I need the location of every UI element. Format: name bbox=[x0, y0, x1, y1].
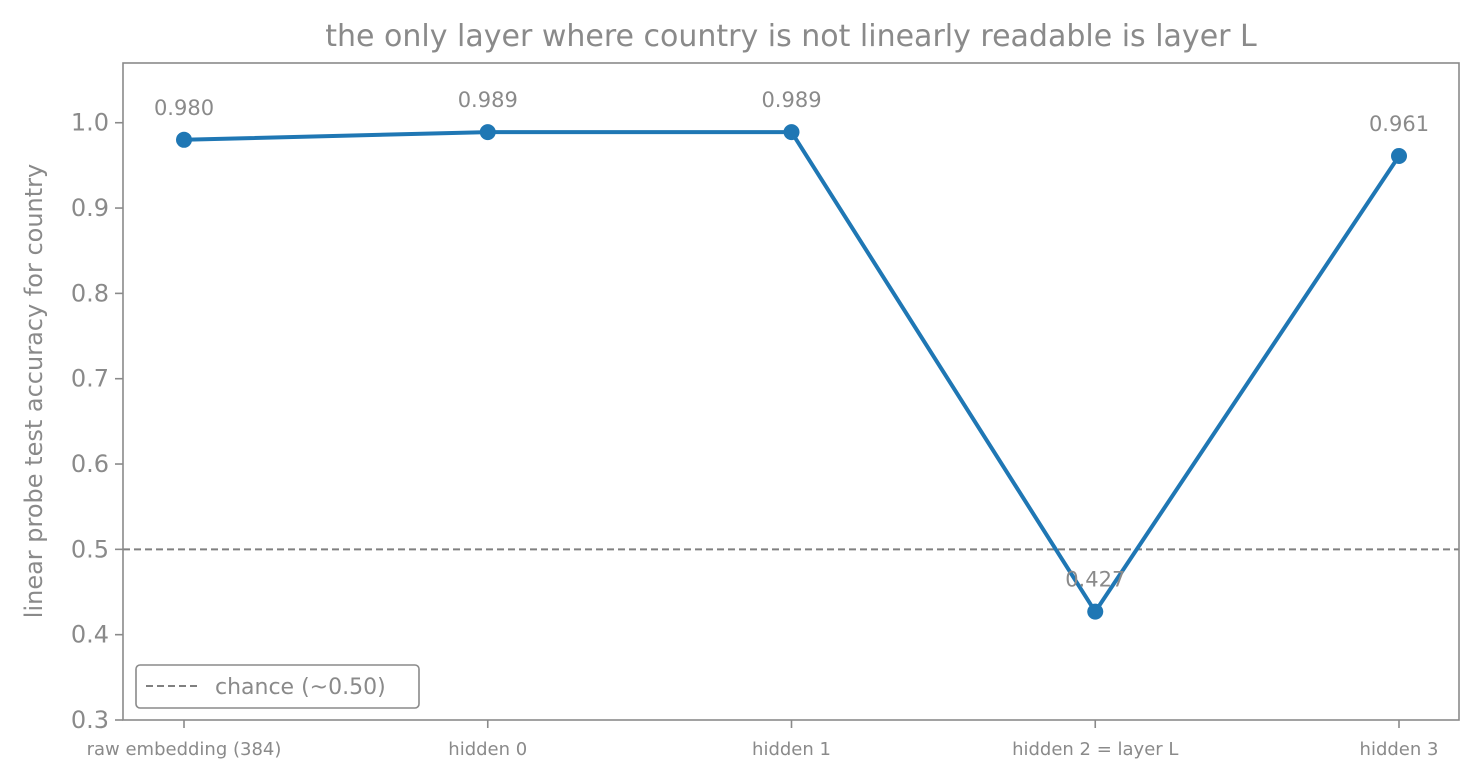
y-axis: 0.3 0.4 0.5 0.6 0.7 0.8 0.9 1.0 bbox=[71, 109, 123, 734]
y-tick-label: 0.6 bbox=[71, 450, 109, 478]
legend-chance-label: chance (~0.50) bbox=[215, 675, 386, 700]
x-tick-label: hidden 0 bbox=[448, 739, 527, 760]
y-tick-label: 0.7 bbox=[71, 365, 109, 393]
data-label: 0.961 bbox=[1369, 112, 1429, 136]
data-point bbox=[1087, 603, 1104, 620]
x-tick-label: hidden 2 = layer L bbox=[1012, 739, 1178, 760]
data-point bbox=[176, 131, 192, 148]
plot-frame bbox=[122, 62, 1460, 721]
legend: chance (~0.50) bbox=[135, 664, 420, 709]
x-axis: raw embedding (384) hidden 0 hidden 1 hidde… bbox=[87, 720, 1439, 760]
y-tick-label: 1.0 bbox=[71, 109, 109, 137]
y-tick-label: 0.4 bbox=[71, 621, 109, 649]
data-label: 0.427 bbox=[1065, 568, 1125, 592]
x-tick-label: hidden 1 bbox=[752, 739, 831, 760]
series-layer bbox=[176, 124, 1407, 620]
chart-title: the only layer where country is not line… bbox=[325, 19, 1257, 54]
y-tick-label: 0.3 bbox=[71, 706, 109, 734]
x-tick-label: raw embedding (384) bbox=[87, 739, 282, 760]
series-line bbox=[182, 130, 1401, 614]
x-tick-label: hidden 3 bbox=[1360, 739, 1439, 760]
y-tick-label: 0.9 bbox=[71, 194, 109, 222]
data-point bbox=[1391, 148, 1407, 165]
data-point bbox=[783, 124, 800, 141]
y-tick-label: 0.5 bbox=[71, 535, 109, 563]
data-label-layer: 0.980 0.989 0.989 0.427 0.961 bbox=[154, 88, 1429, 592]
y-axis-label: linear probe test accuracy for country bbox=[20, 164, 48, 618]
y-tick-label: 0.8 bbox=[71, 279, 109, 307]
data-label: 0.989 bbox=[458, 88, 518, 112]
data-point bbox=[479, 124, 496, 141]
legend-box bbox=[135, 664, 420, 709]
data-label: 0.980 bbox=[154, 96, 214, 120]
data-label: 0.989 bbox=[761, 88, 821, 112]
